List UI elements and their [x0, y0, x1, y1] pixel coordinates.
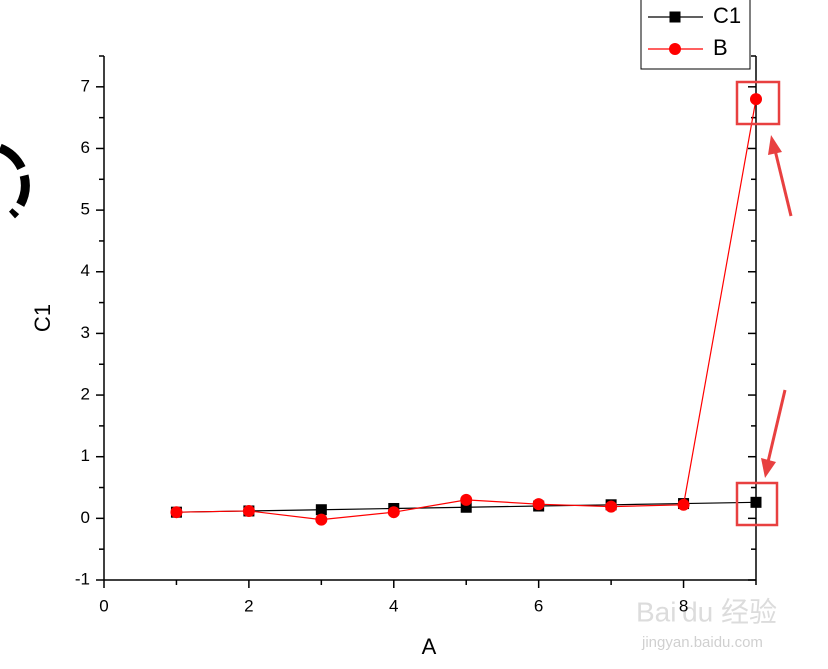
series-line — [176, 99, 757, 521]
highlight-box — [735, 80, 781, 126]
arrow-head — [761, 458, 776, 478]
marker — [315, 504, 327, 516]
x-axis-label: A — [422, 634, 437, 659]
y-tick-label: 4 — [81, 261, 90, 280]
legend: C1 B — [640, 0, 751, 70]
y-tick-label: 7 — [81, 76, 90, 95]
marker — [242, 504, 255, 517]
marker — [750, 93, 762, 106]
y-tick-label: -1 — [75, 569, 90, 588]
marker — [669, 11, 681, 23]
watermark-url: jingyan.baidu.com — [641, 634, 763, 651]
arrows — [761, 135, 793, 478]
y-tick-label: 2 — [81, 385, 90, 404]
watermark: Bai du 经验 jingyan.baidu.com — [636, 596, 777, 651]
y-tick-label: 5 — [81, 200, 90, 219]
arrow — [773, 149, 793, 217]
arrow-head — [768, 135, 782, 155]
y-axis-label: C1 — [30, 304, 55, 332]
x-tick-label: 4 — [389, 596, 398, 615]
marker — [605, 500, 618, 513]
y-tick-label: 1 — [81, 446, 90, 465]
y-tick-label: 0 — [81, 508, 90, 527]
marker — [669, 43, 681, 55]
marker — [750, 496, 762, 508]
x-tick-label: 2 — [244, 596, 253, 615]
legend-label: C1 — [713, 3, 741, 28]
marker — [677, 498, 690, 511]
y-tick-label: 3 — [81, 323, 90, 342]
y-tick-label: 6 — [81, 138, 90, 157]
watermark-brand: Bai du 经验 — [636, 596, 777, 627]
marker — [532, 498, 545, 511]
decor-arc — [0, 143, 30, 219]
legend-box — [640, 0, 751, 70]
marker — [315, 513, 328, 526]
marker — [460, 501, 472, 513]
highlight-box — [735, 481, 779, 527]
arrow — [766, 389, 787, 463]
x-tick-label: 0 — [99, 596, 108, 615]
marker — [387, 506, 400, 519]
x-tick-label: 6 — [534, 596, 543, 615]
marker — [460, 493, 473, 506]
marker — [170, 506, 183, 519]
legend-label: B — [713, 35, 728, 60]
x-tick-label: 8 — [679, 596, 688, 615]
